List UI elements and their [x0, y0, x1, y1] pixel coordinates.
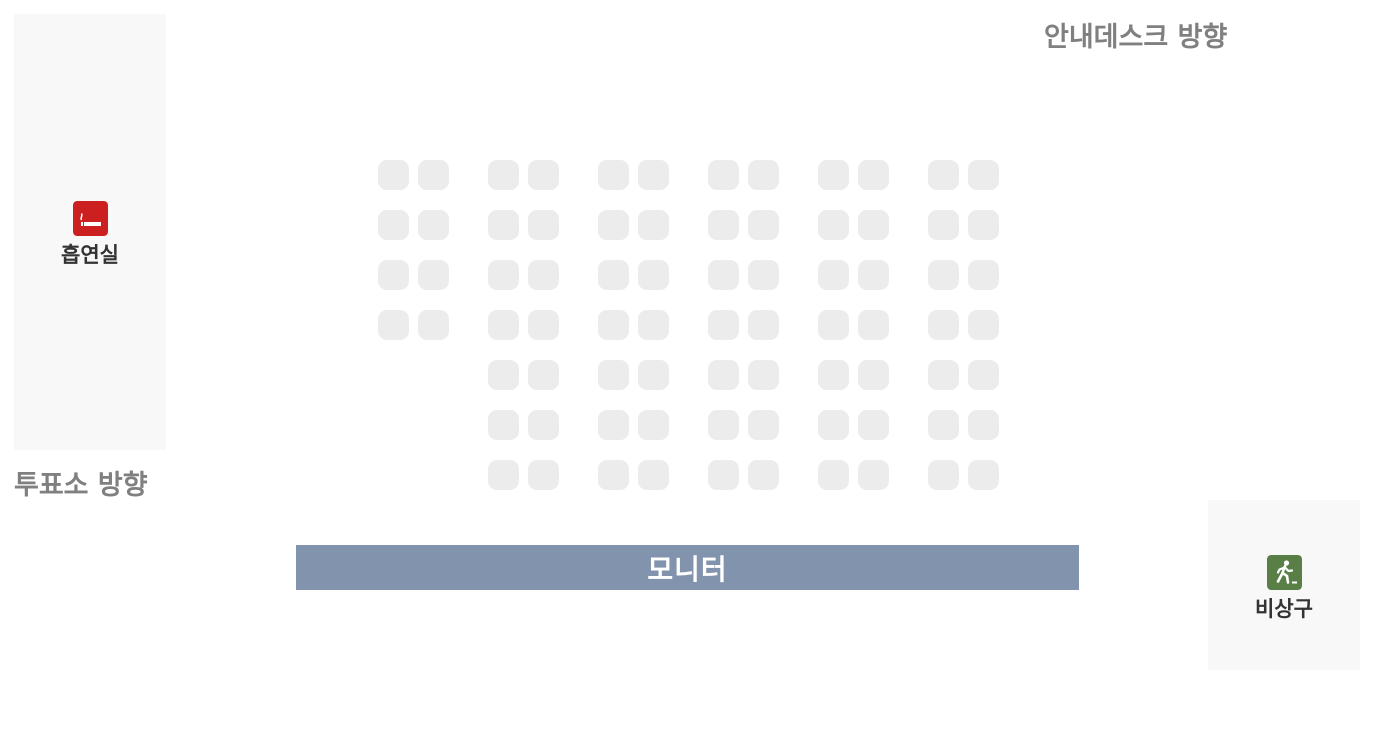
emergency-exit[interactable]: 비상구 — [1208, 555, 1360, 624]
seat[interactable] — [748, 210, 779, 240]
seat[interactable] — [378, 260, 409, 290]
seat[interactable] — [638, 160, 669, 190]
seat[interactable] — [598, 160, 629, 190]
seat[interactable] — [638, 310, 669, 340]
monitor: 모니터 — [296, 545, 1079, 590]
seat[interactable] — [708, 160, 739, 190]
emergency-exit-icon — [1266, 555, 1302, 590]
seat[interactable] — [928, 310, 959, 340]
seat[interactable] — [488, 310, 519, 340]
seat[interactable] — [818, 360, 849, 390]
seat[interactable] — [858, 160, 889, 190]
seat[interactable] — [968, 310, 999, 340]
emergency-exit-area: 비상구 — [1208, 500, 1360, 670]
smoking-icon — [72, 201, 108, 236]
seat[interactable] — [528, 310, 559, 340]
monitor-label: 모니터 — [647, 552, 728, 586]
seat[interactable] — [528, 460, 559, 490]
seat[interactable] — [818, 210, 849, 240]
seat[interactable] — [528, 210, 559, 240]
seat[interactable] — [528, 410, 559, 440]
seat[interactable] — [488, 210, 519, 240]
seat[interactable] — [378, 310, 409, 340]
voting-direction-label: 투표소 방향 — [14, 470, 148, 501]
seat[interactable] — [968, 460, 999, 490]
seat[interactable] — [968, 210, 999, 240]
seat[interactable] — [748, 160, 779, 190]
seat[interactable] — [928, 160, 959, 190]
seat[interactable] — [858, 210, 889, 240]
seat[interactable] — [928, 460, 959, 490]
seat[interactable] — [708, 460, 739, 490]
seat[interactable] — [818, 310, 849, 340]
seat[interactable] — [818, 160, 849, 190]
smoking-room[interactable]: 흡연실 — [14, 201, 166, 270]
seat[interactable] — [818, 410, 849, 440]
seat[interactable] — [928, 360, 959, 390]
seat[interactable] — [638, 210, 669, 240]
seat[interactable] — [748, 410, 779, 440]
seat[interactable] — [708, 210, 739, 240]
seat[interactable] — [748, 360, 779, 390]
seat[interactable] — [528, 160, 559, 190]
seat[interactable] — [418, 260, 449, 290]
seat[interactable] — [858, 260, 889, 290]
seat[interactable] — [638, 260, 669, 290]
seat[interactable] — [858, 410, 889, 440]
seat[interactable] — [378, 160, 409, 190]
info-desk-direction-label: 안내데스크 방향 — [1044, 22, 1228, 53]
seat[interactable] — [818, 260, 849, 290]
seat[interactable] — [418, 160, 449, 190]
seat[interactable] — [708, 360, 739, 390]
seat[interactable] — [378, 210, 409, 240]
seat[interactable] — [528, 360, 559, 390]
seat[interactable] — [968, 360, 999, 390]
seat[interactable] — [488, 460, 519, 490]
seat[interactable] — [928, 210, 959, 240]
seat[interactable] — [638, 360, 669, 390]
seat[interactable] — [528, 260, 559, 290]
smoking-room-area: 흡연실 — [14, 14, 166, 450]
seat[interactable] — [858, 460, 889, 490]
seat[interactable] — [488, 410, 519, 440]
seat[interactable] — [748, 260, 779, 290]
seat[interactable] — [598, 210, 629, 240]
seat[interactable] — [598, 360, 629, 390]
seat[interactable] — [418, 310, 449, 340]
seat[interactable] — [858, 310, 889, 340]
seat[interactable] — [598, 460, 629, 490]
emergency-exit-label: 비상구 — [1255, 597, 1313, 621]
seat[interactable] — [488, 360, 519, 390]
seat[interactable] — [598, 310, 629, 340]
seat[interactable] — [598, 410, 629, 440]
seat[interactable] — [708, 260, 739, 290]
seat[interactable] — [968, 260, 999, 290]
seat[interactable] — [858, 360, 889, 390]
seat[interactable] — [708, 310, 739, 340]
smoking-room-label: 흡연실 — [61, 243, 119, 267]
seat[interactable] — [968, 410, 999, 440]
seat[interactable] — [638, 460, 669, 490]
seat[interactable] — [818, 460, 849, 490]
seat[interactable] — [748, 460, 779, 490]
seat[interactable] — [968, 160, 999, 190]
seat[interactable] — [598, 260, 629, 290]
seat[interactable] — [488, 160, 519, 190]
seat[interactable] — [418, 210, 449, 240]
seat[interactable] — [708, 410, 739, 440]
seat[interactable] — [928, 410, 959, 440]
seat[interactable] — [928, 260, 959, 290]
seat[interactable] — [638, 410, 669, 440]
seat[interactable] — [748, 310, 779, 340]
seat[interactable] — [488, 260, 519, 290]
